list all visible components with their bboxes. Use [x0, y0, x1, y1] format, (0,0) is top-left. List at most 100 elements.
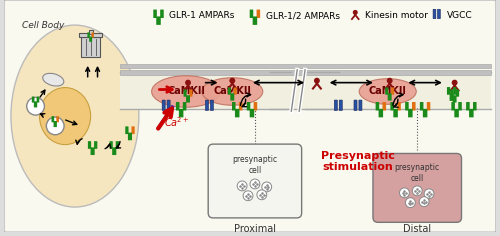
FancyBboxPatch shape — [234, 88, 237, 95]
FancyBboxPatch shape — [56, 116, 59, 122]
FancyBboxPatch shape — [420, 102, 424, 110]
Ellipse shape — [11, 25, 139, 207]
Circle shape — [243, 191, 253, 201]
FancyBboxPatch shape — [110, 141, 113, 149]
FancyBboxPatch shape — [32, 97, 34, 103]
Circle shape — [262, 182, 272, 192]
Circle shape — [400, 188, 409, 198]
FancyBboxPatch shape — [167, 100, 170, 110]
Text: CaMKII: CaMKII — [369, 86, 406, 97]
FancyBboxPatch shape — [438, 9, 440, 19]
Text: presynaptic
cell: presynaptic cell — [232, 155, 278, 175]
Text: Cell Body: Cell Body — [22, 21, 64, 30]
FancyBboxPatch shape — [405, 102, 408, 110]
Text: Proximal: Proximal — [234, 224, 276, 234]
FancyBboxPatch shape — [454, 109, 459, 117]
FancyBboxPatch shape — [469, 109, 474, 117]
Bar — [120, 64, 491, 68]
Text: Presynaptic
stimulation: Presynaptic stimulation — [322, 151, 395, 172]
FancyBboxPatch shape — [433, 9, 436, 19]
FancyBboxPatch shape — [378, 109, 383, 117]
FancyBboxPatch shape — [427, 102, 430, 110]
FancyBboxPatch shape — [458, 102, 462, 110]
Ellipse shape — [359, 79, 416, 104]
FancyBboxPatch shape — [228, 88, 231, 95]
Circle shape — [185, 80, 191, 86]
FancyBboxPatch shape — [452, 102, 455, 110]
FancyBboxPatch shape — [382, 102, 386, 110]
FancyBboxPatch shape — [162, 100, 165, 110]
FancyBboxPatch shape — [388, 93, 392, 101]
Circle shape — [419, 197, 429, 206]
FancyBboxPatch shape — [256, 9, 260, 18]
Ellipse shape — [40, 88, 90, 145]
FancyBboxPatch shape — [412, 102, 416, 110]
FancyBboxPatch shape — [390, 102, 394, 110]
FancyBboxPatch shape — [190, 89, 192, 97]
FancyBboxPatch shape — [450, 93, 454, 101]
Text: presynaptic
cell: presynaptic cell — [394, 164, 440, 183]
FancyBboxPatch shape — [359, 100, 362, 110]
Circle shape — [412, 186, 422, 196]
Circle shape — [424, 189, 434, 199]
FancyBboxPatch shape — [247, 102, 250, 110]
FancyBboxPatch shape — [154, 9, 157, 18]
FancyBboxPatch shape — [250, 109, 254, 117]
FancyBboxPatch shape — [254, 102, 257, 110]
Circle shape — [257, 190, 266, 200]
FancyBboxPatch shape — [456, 89, 459, 97]
FancyBboxPatch shape — [34, 101, 37, 107]
FancyBboxPatch shape — [450, 89, 453, 97]
FancyBboxPatch shape — [126, 126, 128, 134]
Circle shape — [237, 181, 247, 191]
Text: GLR-1/2 AMPARs: GLR-1/2 AMPARs — [266, 11, 340, 20]
FancyBboxPatch shape — [94, 141, 98, 149]
Circle shape — [314, 78, 320, 84]
FancyBboxPatch shape — [4, 0, 496, 232]
FancyBboxPatch shape — [252, 17, 257, 25]
FancyBboxPatch shape — [394, 109, 398, 117]
Circle shape — [250, 179, 260, 189]
FancyBboxPatch shape — [385, 88, 388, 95]
FancyBboxPatch shape — [373, 153, 462, 222]
Text: Ca$^{2+}$: Ca$^{2+}$ — [164, 115, 190, 129]
Circle shape — [353, 10, 358, 15]
FancyBboxPatch shape — [132, 126, 134, 134]
FancyBboxPatch shape — [90, 147, 94, 155]
Circle shape — [26, 97, 44, 115]
Circle shape — [230, 78, 235, 84]
FancyBboxPatch shape — [339, 100, 342, 110]
Circle shape — [406, 198, 415, 208]
Text: Kinesin motor: Kinesin motor — [365, 11, 428, 20]
FancyBboxPatch shape — [334, 100, 338, 110]
Ellipse shape — [202, 78, 263, 105]
FancyBboxPatch shape — [179, 109, 184, 117]
FancyBboxPatch shape — [239, 102, 242, 110]
Text: CaMKII: CaMKII — [167, 86, 205, 97]
FancyBboxPatch shape — [36, 97, 40, 103]
FancyBboxPatch shape — [183, 102, 186, 110]
Bar — [88, 30, 92, 34]
FancyBboxPatch shape — [376, 102, 379, 110]
FancyBboxPatch shape — [89, 37, 92, 42]
FancyBboxPatch shape — [398, 102, 401, 110]
Text: GLR-1 AMPARs: GLR-1 AMPARs — [170, 11, 234, 20]
Bar — [120, 72, 491, 109]
Circle shape — [386, 78, 392, 84]
FancyBboxPatch shape — [235, 109, 240, 117]
FancyBboxPatch shape — [160, 9, 164, 18]
Bar — [120, 70, 491, 75]
FancyBboxPatch shape — [447, 87, 450, 95]
FancyBboxPatch shape — [473, 102, 476, 110]
FancyBboxPatch shape — [92, 32, 94, 38]
Circle shape — [452, 80, 458, 86]
Bar — [79, 34, 102, 37]
FancyBboxPatch shape — [354, 100, 357, 110]
FancyBboxPatch shape — [452, 95, 456, 103]
FancyBboxPatch shape — [52, 116, 54, 122]
FancyBboxPatch shape — [54, 121, 57, 127]
FancyBboxPatch shape — [232, 102, 235, 110]
FancyBboxPatch shape — [184, 89, 186, 97]
Circle shape — [46, 117, 64, 135]
FancyBboxPatch shape — [176, 102, 180, 110]
